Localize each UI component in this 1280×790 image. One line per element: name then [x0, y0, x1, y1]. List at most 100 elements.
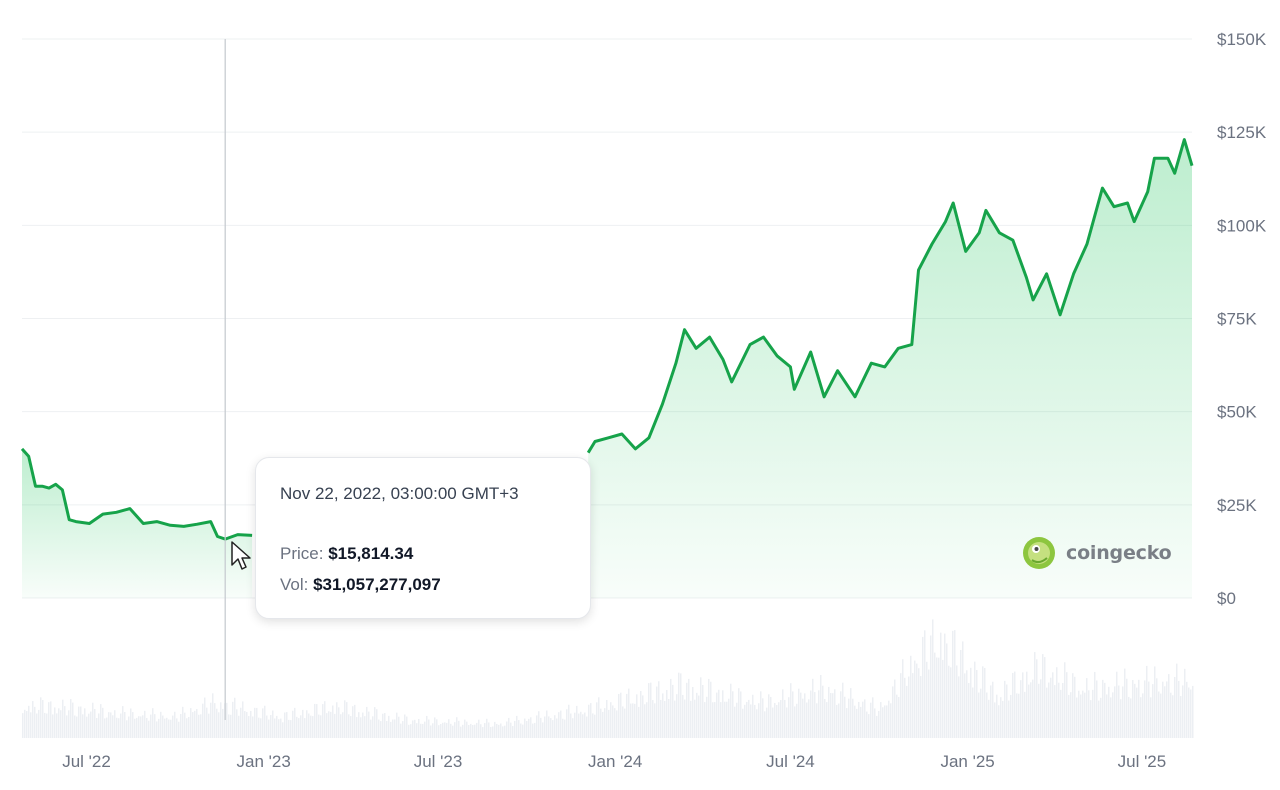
volume-bar	[664, 700, 666, 738]
volume-bar	[1010, 694, 1012, 738]
volume-bar	[572, 718, 574, 738]
volume-bar	[106, 717, 108, 738]
volume-bar	[808, 699, 810, 738]
volume-bar	[968, 683, 970, 738]
volume-bar	[668, 698, 670, 738]
volume-bar	[782, 689, 784, 738]
volume-bar	[130, 708, 132, 738]
volume-bar	[930, 635, 932, 738]
volume-bar	[810, 690, 812, 738]
volume-bar	[104, 718, 106, 738]
price-area-1	[22, 448, 253, 598]
volume-bar	[480, 724, 482, 738]
volume-bar	[656, 686, 658, 738]
volume-bar	[1166, 681, 1168, 738]
volume-bar	[742, 708, 744, 738]
volume-bar	[398, 716, 400, 738]
volume-bar	[982, 666, 984, 738]
x-tick-label: Jul '24	[766, 752, 815, 771]
volume-bar	[510, 722, 512, 738]
volume-bar	[432, 723, 434, 738]
volume-bar	[596, 702, 598, 738]
volume-bar	[158, 718, 160, 738]
volume-bar	[700, 677, 702, 738]
volume-bar	[666, 689, 668, 738]
volume-bar	[1038, 683, 1040, 738]
volume-bar	[508, 717, 510, 738]
volume-bar	[960, 650, 962, 738]
volume-bar	[614, 708, 616, 738]
volume-bar	[166, 717, 168, 738]
volume-bar	[958, 676, 960, 738]
volume-bar	[92, 702, 94, 738]
volume-bar	[436, 719, 438, 738]
volume-bar	[1160, 693, 1162, 738]
volume-bar	[1114, 686, 1116, 738]
volume-bar	[762, 698, 764, 738]
volume-bar	[318, 714, 320, 738]
volume-bar	[764, 711, 766, 738]
volume-bar	[380, 721, 382, 738]
volume-bar	[1184, 668, 1186, 738]
volume-bar	[534, 722, 536, 738]
volume-bar	[876, 715, 878, 738]
volume-bar	[48, 702, 50, 738]
y-tick-label: $25K	[1217, 496, 1257, 515]
volume-bar	[904, 677, 906, 738]
volume-bar	[1136, 687, 1138, 738]
volume-bar	[1112, 692, 1114, 738]
volume-bar	[828, 686, 830, 738]
volume-bar	[464, 719, 466, 738]
volume-bar	[704, 702, 706, 738]
volume-bar	[1040, 679, 1042, 738]
volume-bar	[490, 726, 492, 738]
volume-bar	[874, 708, 876, 738]
volume-bar	[620, 692, 622, 738]
volume-bar	[606, 699, 608, 738]
volume-bar	[110, 712, 112, 738]
volume-bar	[974, 661, 976, 738]
volume-bar	[804, 693, 806, 738]
volume-bar	[384, 713, 386, 738]
volume-bar	[636, 694, 638, 738]
volume-bar	[414, 719, 416, 738]
volume-bar	[420, 723, 422, 738]
volume-bar	[96, 717, 98, 738]
volume-bar	[218, 712, 220, 738]
volume-bar	[1134, 683, 1136, 738]
volume-bar	[1058, 682, 1060, 738]
volume-bar	[506, 721, 508, 738]
volume-bar	[706, 696, 708, 738]
volume-bar	[246, 711, 248, 738]
volume-bar	[120, 713, 122, 738]
volume-bar	[430, 725, 432, 738]
volume-bar	[1162, 681, 1164, 738]
volume-bar	[462, 724, 464, 738]
volume-bar	[1000, 697, 1002, 738]
volume-bar	[434, 717, 436, 738]
volume-bar	[456, 717, 458, 738]
volume-bar	[370, 719, 372, 738]
volume-bar	[552, 720, 554, 738]
volume-bar	[364, 716, 366, 738]
volume-bar	[556, 718, 558, 738]
volume-bar	[900, 673, 902, 738]
volume-bar	[964, 673, 966, 738]
mouse-pointer-icon	[231, 541, 251, 570]
volume-bar	[728, 698, 730, 738]
volume-bar	[734, 706, 736, 738]
volume-bar	[72, 702, 74, 738]
volume-bar	[204, 697, 206, 738]
volume-bar	[212, 693, 214, 738]
volume-bar	[1104, 682, 1106, 738]
volume-bar	[224, 703, 226, 738]
volume-bar	[978, 692, 980, 738]
volume-bar	[1116, 671, 1118, 738]
volume-bar	[994, 702, 996, 738]
volume-bar	[988, 699, 990, 738]
volume-bar	[882, 707, 884, 738]
volume-bar	[406, 716, 408, 738]
volume-bar	[482, 727, 484, 738]
